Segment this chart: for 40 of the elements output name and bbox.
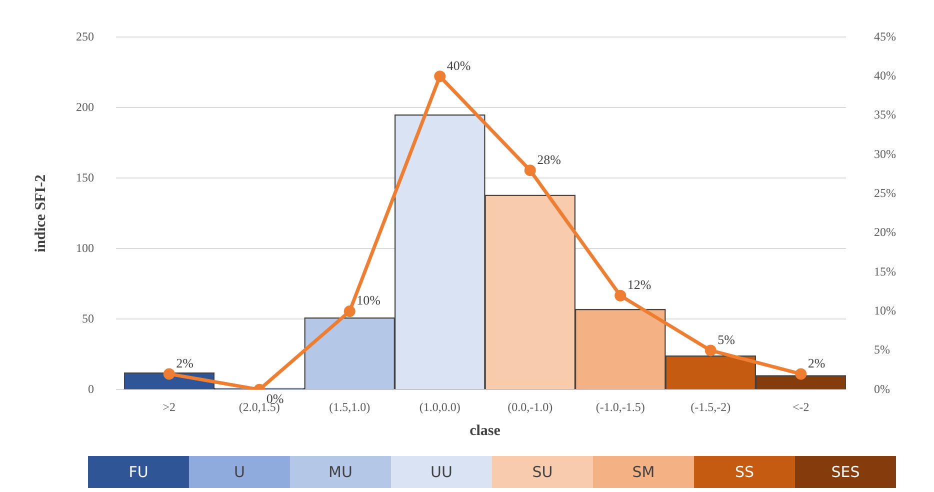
data-label: 12%: [627, 277, 652, 292]
y2-tick-label: 0%: [874, 382, 890, 396]
y2-tick-label: 30%: [874, 146, 896, 161]
point: [344, 306, 356, 318]
y2-tick-label: 25%: [874, 186, 896, 200]
y2-tick-label: 35%: [874, 108, 896, 122]
point: [434, 70, 446, 82]
y2-tick-label: 20%: [874, 225, 896, 240]
y-tick-label: 50: [82, 311, 94, 326]
x-tick-label: (-1.5,-2): [690, 400, 731, 414]
data-label: 40%: [446, 58, 471, 73]
y-tick-label: 250: [76, 29, 94, 44]
data-label: 10%: [356, 292, 381, 308]
x-tick-label: (-1.0,-1.5): [596, 400, 645, 414]
y2-tick-label: 10%: [874, 303, 896, 318]
data-label: 28%: [537, 152, 562, 167]
y2-tick-label: 5%: [874, 342, 890, 357]
x-tick-label: <-2: [792, 400, 810, 414]
x-tick-label: (0.0,-1.0): [508, 400, 553, 414]
point: [704, 344, 716, 356]
point: [163, 368, 175, 380]
point: [795, 368, 807, 380]
y2-tick-label: 45%: [874, 29, 896, 44]
x-tick-label: (1.0,0.0): [419, 400, 460, 414]
y2-tick-label: 40%: [874, 68, 896, 83]
class-legend: FU U MU UU SU SM SS SES: [88, 456, 896, 488]
data-label: 2%: [808, 355, 826, 370]
data-label: 5%: [718, 332, 736, 347]
y-tick-label: 0: [88, 382, 94, 396]
point: [614, 290, 626, 302]
x-tick-label: >2: [162, 400, 176, 414]
x-axis-title: clase: [470, 422, 501, 439]
y-tick-label: 200: [76, 100, 94, 114]
point: [524, 164, 536, 176]
x-tick-label: (1.5,1.0): [329, 400, 370, 414]
y2-tick-label: 15%: [874, 264, 896, 278]
y-tick-label: 100: [76, 240, 94, 255]
data-label: 2%: [176, 355, 194, 370]
y-axis-title: indice SFI-2: [32, 174, 49, 252]
y-tick-label: 150: [76, 170, 94, 184]
